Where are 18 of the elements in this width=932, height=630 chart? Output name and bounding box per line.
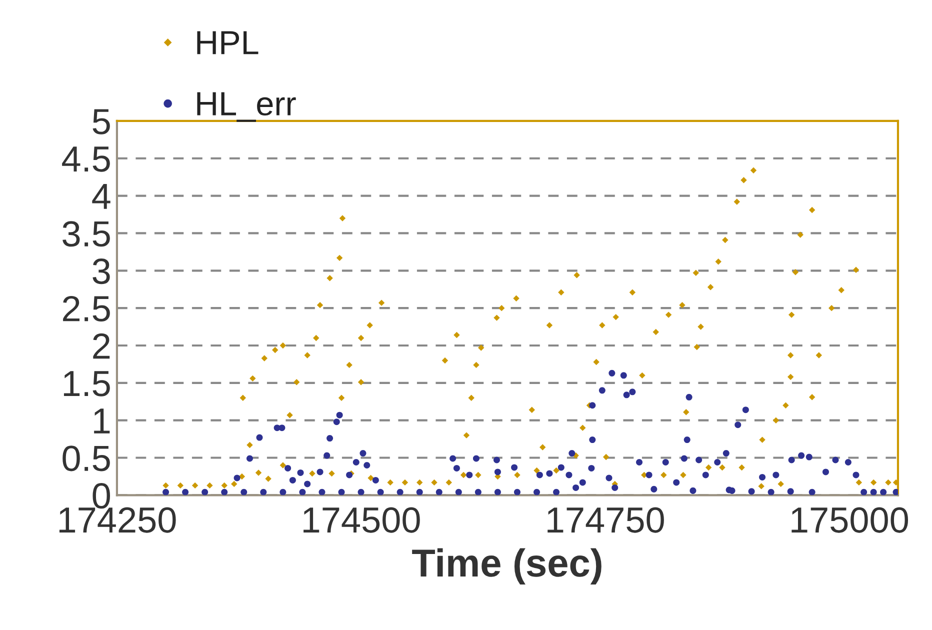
x-tick-label: 174500 <box>304 507 420 533</box>
y-tick-label: 1.5 <box>64 371 110 396</box>
y-tick-label: 0.5 <box>62 446 110 472</box>
y-tick-label: 3.5 <box>62 221 110 247</box>
x-tick-label: 174750 <box>548 507 664 533</box>
y-tick-label: 1 <box>94 408 110 434</box>
legend-label: HL_err <box>197 92 296 122</box>
x-tick-label: 175000 <box>792 507 908 533</box>
x-axis-title: Time (sec) <box>412 548 602 585</box>
y-tick-label: 5 <box>92 109 110 134</box>
y-tick-label: 2.5 <box>63 296 110 322</box>
y-tick-label: 2 <box>93 333 110 359</box>
y-tick-label: 4 <box>92 184 110 209</box>
y-tick-label: 3 <box>92 258 110 284</box>
y-tick-label: 0 <box>92 483 110 509</box>
y-tick-label: 4.5 <box>62 146 110 172</box>
x-tick-label: 174250 <box>59 507 176 533</box>
legend-label: HPL <box>197 31 258 54</box>
